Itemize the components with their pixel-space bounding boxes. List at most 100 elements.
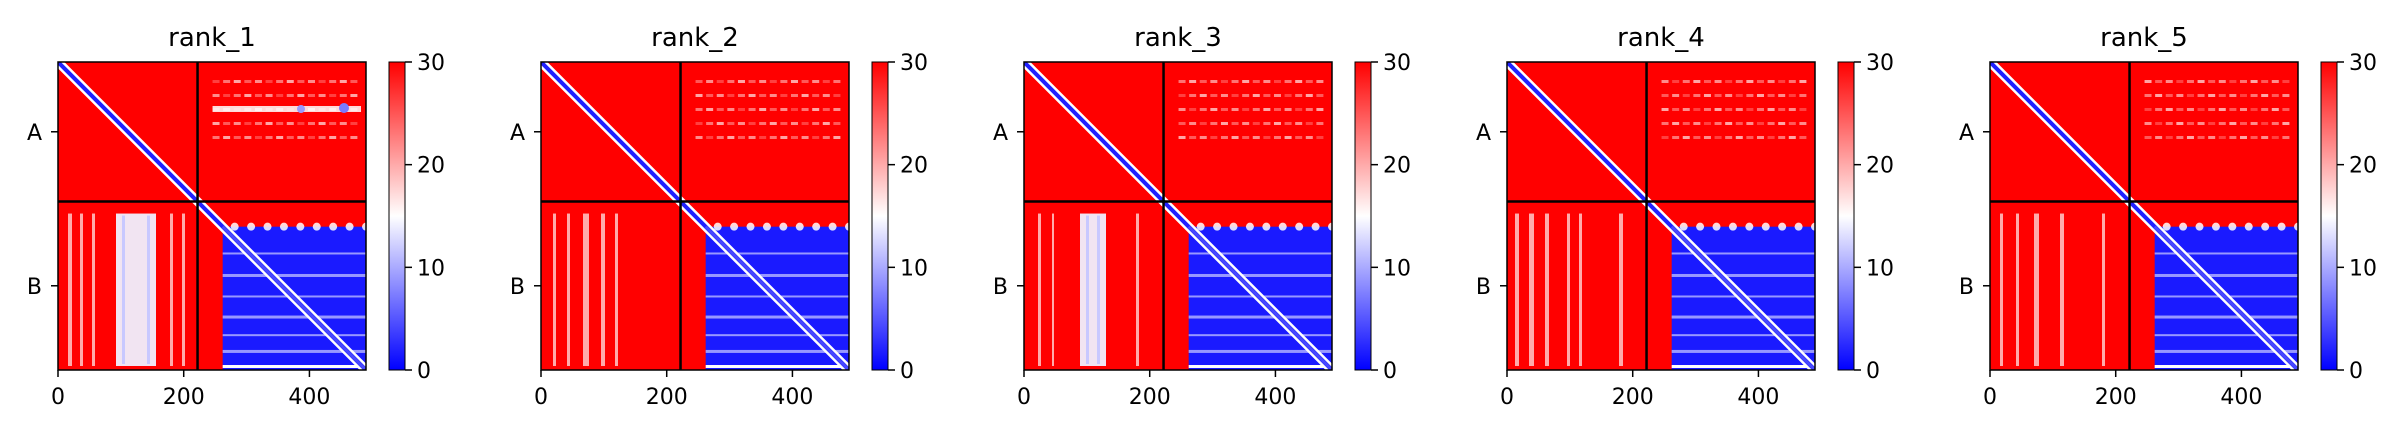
xtick-label: 400 <box>1254 385 1296 410</box>
b-block-edge-dot <box>2294 222 2298 231</box>
xtick-label: 400 <box>771 385 813 410</box>
ab-speckle <box>223 122 231 125</box>
ab-speckle <box>1693 108 1701 111</box>
colorbar-gradient <box>2320 61 2338 371</box>
ab-speckle <box>1778 94 1786 97</box>
b-block-stripe <box>1671 334 1815 337</box>
ab-streak-dot <box>339 103 349 113</box>
chain-label-a: A <box>993 121 1008 146</box>
colorbar-tick-label: 30 <box>900 51 928 76</box>
ab-speckle <box>2155 108 2163 111</box>
ab-speckle <box>1672 94 1680 97</box>
colorbar: 0 10 20 30 <box>1354 51 1411 384</box>
ab-speckle <box>2144 80 2152 83</box>
ab-speckle <box>2239 122 2247 125</box>
ab-speckle <box>2197 136 2205 139</box>
b-block-edge-dot <box>1328 222 1332 231</box>
ab-speckle <box>716 122 724 125</box>
diagonal-line-b <box>2153 225 2298 370</box>
ab-speckle <box>801 80 809 83</box>
ab-speckle <box>2250 94 2258 97</box>
ab-speckle <box>2261 80 2269 83</box>
b-block-edge-dot <box>1278 222 1287 231</box>
ab-speckle <box>833 108 841 111</box>
ab-speckle <box>1703 94 1711 97</box>
ab-speckle <box>727 94 735 97</box>
ab-speckle <box>244 136 252 139</box>
ab-speckle <box>2186 136 2194 139</box>
b-block-stripe <box>1188 334 1332 337</box>
colorbar-tick-label: 10 <box>900 256 928 281</box>
ab-speckle <box>2208 136 2216 139</box>
ab-speckle <box>780 136 788 139</box>
ab-speckle <box>2271 136 2279 139</box>
ab-speckle <box>748 122 756 125</box>
ab-speckle <box>1220 136 1228 139</box>
ab-speckle <box>748 136 756 139</box>
b-block-bottom-edge <box>1188 365 1332 368</box>
b-block-edge-dot <box>1245 222 1254 231</box>
ab-speckle <box>1252 108 1260 111</box>
ab-speckle <box>212 80 220 83</box>
axes-frame <box>1506 61 1816 371</box>
ab-speckle <box>727 136 735 139</box>
ab-speckle <box>759 122 767 125</box>
ab-speckle <box>1242 122 1250 125</box>
ab-speckle <box>2155 136 2163 139</box>
b-block-edge-dot <box>1295 222 1304 231</box>
ab-speckle <box>1220 122 1228 125</box>
b-block-stripe <box>2154 252 2298 255</box>
colorbar-tick-label: 30 <box>1866 51 1894 76</box>
ba-stripe <box>170 213 173 366</box>
ab-speckle <box>2229 136 2237 139</box>
ab-speckle <box>212 136 220 139</box>
ab-speckle <box>1252 136 1260 139</box>
xtick-label: 200 <box>646 385 688 410</box>
ab-speckle <box>695 108 703 111</box>
ab-speckle <box>790 80 798 83</box>
b-block-bottom-edge <box>222 365 366 368</box>
ab-speckle <box>212 122 220 125</box>
chain-label-a: A <box>1959 121 1974 146</box>
b-block-stripe <box>222 252 366 255</box>
ab-speckle <box>1199 108 1207 111</box>
ab-speckle <box>1778 108 1786 111</box>
ab-speckle <box>1210 80 1218 83</box>
ab-speckle <box>1316 80 1324 83</box>
ab-speckle <box>1799 80 1807 83</box>
ab-speckle <box>833 94 841 97</box>
colorbar-tick-label: 10 <box>417 256 445 281</box>
ab-speckle <box>822 136 830 139</box>
ab-speckle <box>1767 94 1775 97</box>
ab-speckle <box>318 80 326 83</box>
ba-stripe <box>583 213 589 366</box>
ab-speckle <box>2186 94 2194 97</box>
b-block-edge-dot <box>1761 222 1770 231</box>
ab-speckle <box>254 80 262 83</box>
heatmap-image <box>1507 62 1815 370</box>
ab-speckle <box>2239 80 2247 83</box>
ab-speckle <box>1735 94 1743 97</box>
ab-speckle <box>737 94 745 97</box>
ab-speckle <box>2282 136 2290 139</box>
ab-speckle <box>1703 122 1711 125</box>
b-block-edge-dot <box>746 222 755 231</box>
ab-speckle <box>2282 108 2290 111</box>
ab-speckle <box>759 80 767 83</box>
b-block-edge-dot <box>1811 222 1815 231</box>
b-block-stripe <box>1671 315 1815 319</box>
ab-speckle <box>339 122 347 125</box>
ab-speckle <box>1263 108 1271 111</box>
ab-speckle <box>318 94 326 97</box>
colorbar-tick-label: 10 <box>1866 256 1894 281</box>
ab-speckle <box>1189 80 1197 83</box>
ba-stripe <box>615 213 618 366</box>
ba-stripe-inner <box>122 215 125 364</box>
ab-speckle <box>1756 80 1764 83</box>
ab-speckle <box>1714 108 1722 111</box>
axes-frame <box>1989 61 2299 371</box>
ab-speckle <box>2165 94 2173 97</box>
b-block-bottom-edge <box>1671 365 1815 368</box>
colorbar-tick-label: 20 <box>417 154 445 179</box>
ab-speckle <box>790 94 798 97</box>
